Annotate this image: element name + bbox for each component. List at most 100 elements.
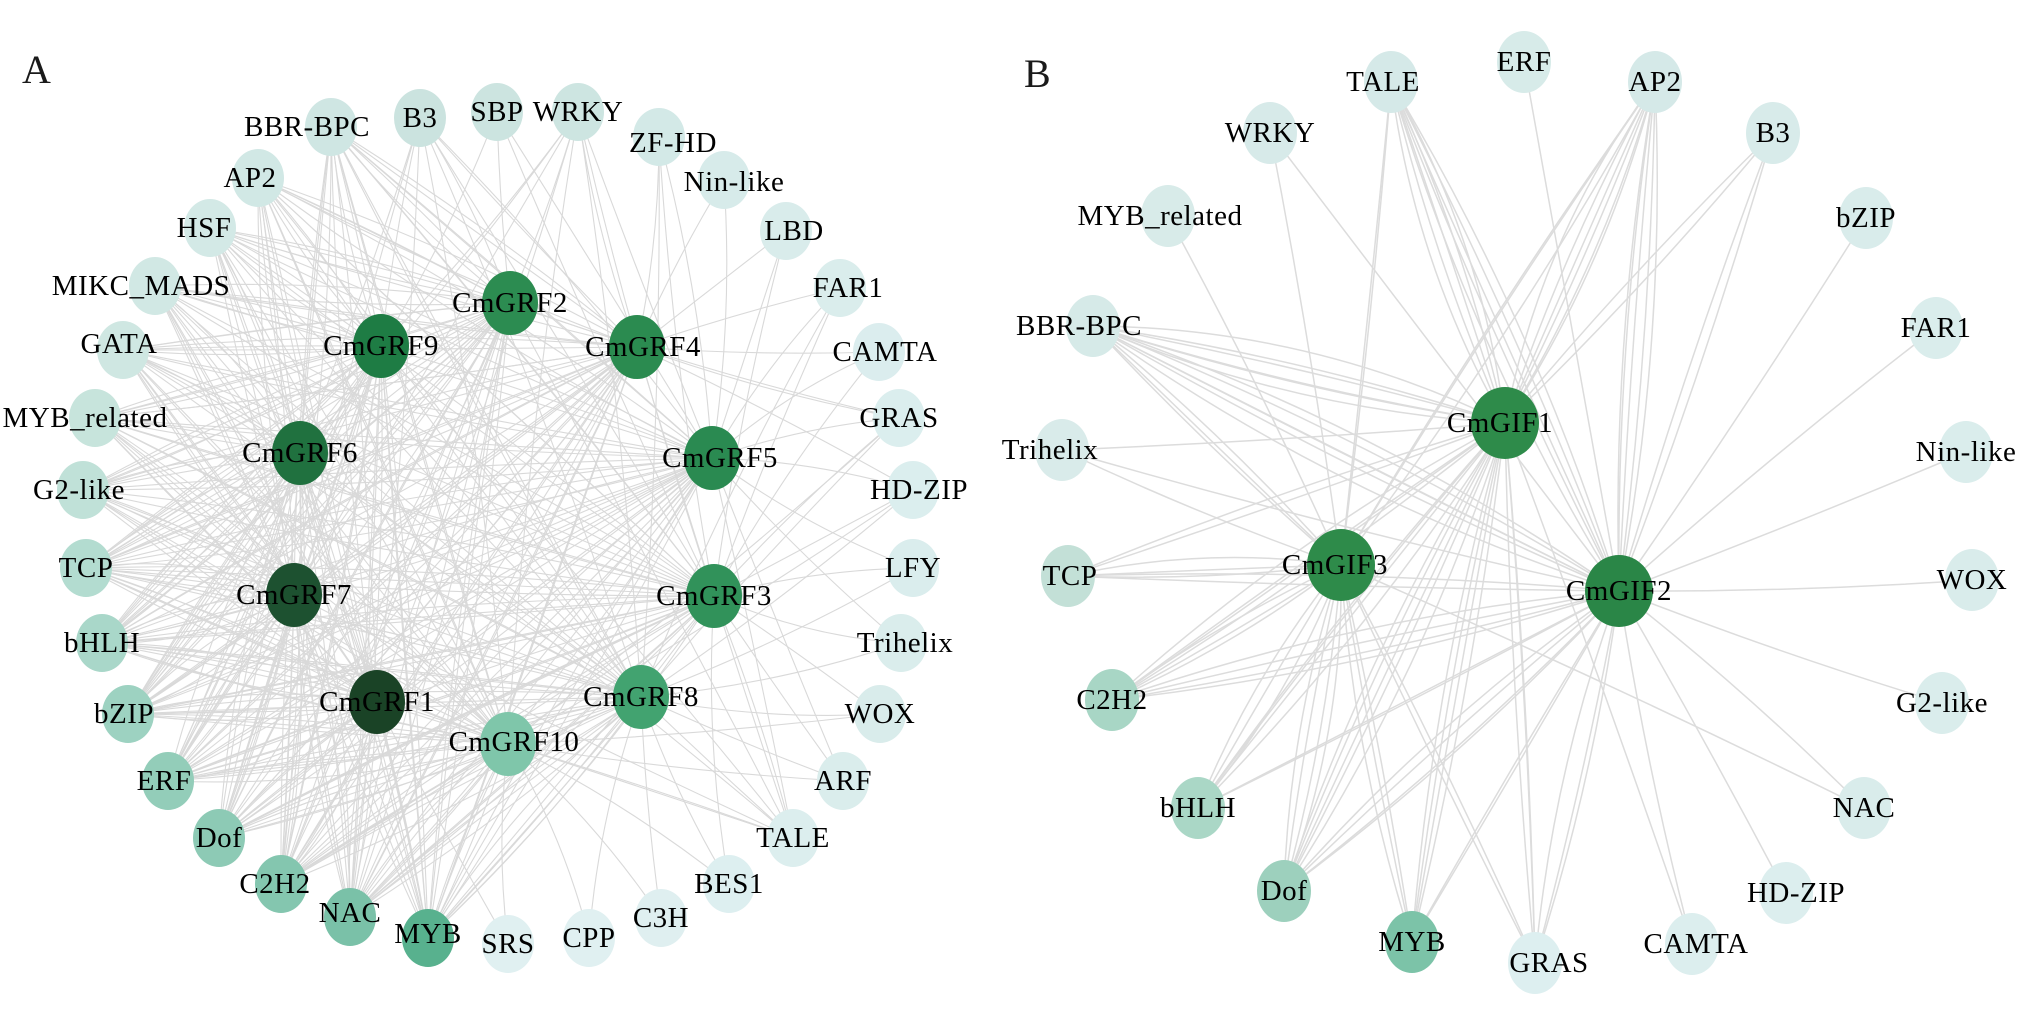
tf-label-B3: B3 bbox=[1756, 117, 1791, 149]
tf-label-CAMTA: CAMTA bbox=[833, 336, 938, 368]
panel-B-edges bbox=[1061, 61, 1973, 964]
edge-AP2-CmGIF2 bbox=[1618, 81, 1656, 592]
edge-Dof-CmGIF2 bbox=[1283, 590, 1620, 892]
tf-node-LFY bbox=[887, 539, 939, 597]
edge-MIKC_MADS-CmGRF1 bbox=[154, 285, 378, 703]
tf-node-CAMTA bbox=[853, 323, 905, 381]
edge-MYB-CmGRF8 bbox=[427, 696, 642, 939]
edge-bZIP-CmGIF2 bbox=[1618, 217, 1867, 592]
hub-node-CmGRF2 bbox=[482, 271, 538, 335]
edge-bZIP-CmGRF5 bbox=[127, 457, 713, 715]
edge-AP2-CmGRF3 bbox=[257, 177, 715, 597]
edge-NAC-CmGRF3 bbox=[349, 595, 715, 918]
edge-C2H2-CmGRF4 bbox=[280, 346, 638, 885]
edge-NAC-CmGRF4 bbox=[349, 346, 638, 918]
edge-ARF-CmGRF10 bbox=[507, 743, 844, 782]
edge-NAC-CmGRF4 bbox=[349, 346, 638, 918]
edge-Dof-CmGIF2 bbox=[1283, 590, 1620, 892]
edge-MYB-CmGRF3 bbox=[427, 595, 715, 939]
edge-NAC-CmGRF8 bbox=[349, 696, 642, 918]
tf-node-bHLH bbox=[76, 614, 128, 672]
hub-label-CmGIF3: CmGIF3 bbox=[1282, 549, 1388, 581]
edge-TALE-CmGIF1 bbox=[1390, 81, 1506, 424]
tf-node-MYB_related bbox=[69, 389, 121, 447]
edge-MYB-CmGIF2 bbox=[1411, 590, 1620, 943]
edge-LBD-CmGRF3 bbox=[713, 230, 787, 597]
edge-HSF-CmGRF8 bbox=[209, 227, 642, 698]
tf-label-MYB: MYB bbox=[1378, 926, 1446, 958]
edge-GATA-CmGRF8 bbox=[122, 349, 642, 698]
edge-G2-like-CmGIF2 bbox=[1618, 590, 1943, 704]
hub-node-CmGRF3 bbox=[686, 564, 742, 628]
tf-label-CPP: CPP bbox=[562, 922, 615, 954]
edge-AP2-CmGIF1 bbox=[1504, 81, 1656, 424]
tf-label-WRKY: WRKY bbox=[533, 96, 624, 128]
edge-bZIP-CmGRF10 bbox=[127, 713, 509, 745]
edge-Dof-CmGIF3 bbox=[1283, 564, 1342, 892]
tf-node-B3 bbox=[1746, 102, 1800, 164]
tf-label-Dof: Dof bbox=[1261, 875, 1308, 907]
tf-label-bHLH: bHLH bbox=[1160, 792, 1236, 824]
tf-label-NAC: NAC bbox=[1833, 792, 1896, 824]
edge-C2H2-CmGRF10 bbox=[280, 743, 509, 885]
tf-label-SBP: SBP bbox=[470, 96, 523, 128]
edge-WOX-CmGRF3 bbox=[713, 595, 881, 715]
tf-label-G2-like: G2-like bbox=[33, 474, 125, 506]
edge-NAC-CmGIF2 bbox=[1618, 590, 1865, 809]
edge-BBR-BPC-CmGIF2 bbox=[1092, 325, 1620, 592]
edge-C2H2-CmGRF5 bbox=[280, 457, 713, 885]
edge-ERF-CmGRF3 bbox=[167, 595, 715, 782]
edge-bHLH-CmGRF8 bbox=[101, 642, 642, 698]
edge-BBR-BPC-CmGIF1 bbox=[1092, 325, 1506, 424]
tf-label-BBR-BPC: BBR-BPC bbox=[1016, 310, 1142, 342]
edge-ERF-CmGRF10 bbox=[167, 743, 509, 783]
edge-AP2-CmGIF2 bbox=[1618, 81, 1658, 592]
edge-bZIP-CmGRF10 bbox=[127, 713, 509, 745]
hub-node-CmGRF4 bbox=[609, 315, 665, 379]
tf-label-MYB_related: MYB_related bbox=[1078, 200, 1243, 232]
edge-GATA-CmGRF8 bbox=[122, 349, 642, 698]
edge-B3-CmGRF6 bbox=[299, 117, 421, 454]
edge-B3-CmGIF1 bbox=[1504, 132, 1774, 424]
edge-WOX-CmGIF2 bbox=[1618, 579, 1973, 592]
edge-ERF-CmGRF10 bbox=[167, 743, 509, 782]
tf-label-ERF: ERF bbox=[1497, 46, 1552, 78]
edge-C2H2-CmGRF8 bbox=[280, 696, 642, 885]
edge-Dof-CmGRF10 bbox=[218, 743, 509, 839]
hub-node-CmGRF1 bbox=[349, 670, 405, 734]
tf-node-Trihelix bbox=[1035, 419, 1089, 481]
tf-label-LFY: LFY bbox=[885, 552, 941, 584]
edge-LBD-CmGRF5 bbox=[711, 230, 787, 459]
tf-node-ARF bbox=[817, 752, 869, 810]
tf-node-FAR1 bbox=[1909, 297, 1963, 359]
edge-Dof-CmGIF3 bbox=[1283, 564, 1342, 892]
edge-TCP-CmGRF4 bbox=[85, 346, 638, 569]
edge-C2H2-CmGRF7 bbox=[280, 594, 295, 885]
hub-node-CmGRF6 bbox=[272, 421, 328, 485]
edge-MYB-CmGRF8 bbox=[427, 696, 642, 939]
hub-node-CmGRF7 bbox=[266, 563, 322, 627]
tf-node-G2-like bbox=[1915, 672, 1969, 734]
hub-node-CmGIF1 bbox=[1471, 387, 1539, 459]
edge-NAC-CmGRF8 bbox=[349, 696, 642, 918]
edge-MYB-CmGIF2 bbox=[1411, 590, 1620, 943]
edge-GATA-CmGRF1 bbox=[122, 349, 378, 703]
tf-label-HD-ZIP: HD-ZIP bbox=[1747, 877, 1845, 909]
hub-node-CmGRF10 bbox=[480, 712, 536, 776]
tf-node-MYB bbox=[402, 909, 454, 967]
edge-G2-like-CmGRF7 bbox=[82, 489, 295, 596]
tf-node-FAR1 bbox=[814, 259, 866, 317]
tf-node-BBR-BPC bbox=[1066, 295, 1120, 357]
edge-Dof-CmGIF1 bbox=[1283, 422, 1506, 892]
tf-label-NAC: NAC bbox=[319, 897, 382, 929]
edge-Dof-CmGIF1 bbox=[1283, 422, 1506, 892]
edge-MYB-CmGIF1 bbox=[1411, 422, 1506, 943]
edge-G2-like-CmGRF3 bbox=[82, 489, 715, 597]
edge-LFY-CmGRF8 bbox=[640, 567, 914, 698]
edge-G2-like-CmGRF8 bbox=[82, 489, 642, 698]
edge-BBR-BPC-CmGIF1 bbox=[1092, 325, 1506, 424]
tf-node-TALE bbox=[1364, 51, 1418, 113]
edge-bHLH-CmGIF3 bbox=[1197, 564, 1342, 809]
edge-bHLH-CmGRF1 bbox=[101, 642, 378, 703]
